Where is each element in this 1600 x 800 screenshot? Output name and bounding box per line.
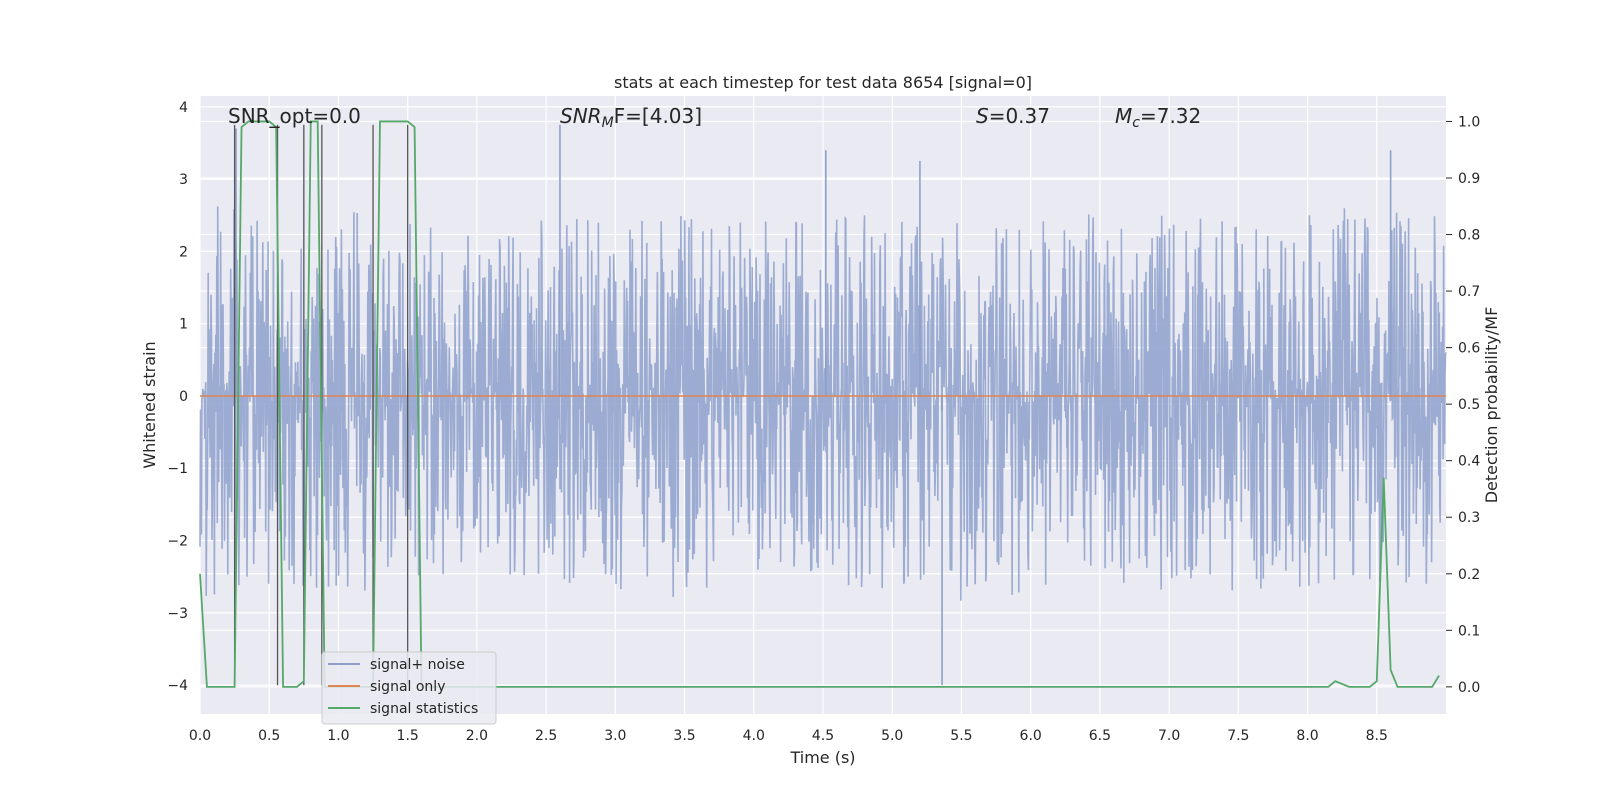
x-tick-label-4: 2.0	[466, 728, 488, 744]
y-left-tick-label-1: −3	[167, 606, 188, 622]
y-right-tick-label-0: 0.0	[1458, 680, 1480, 696]
snr-mf-rest: F=[4.03]	[614, 104, 702, 128]
vertical-markers	[233, 124, 409, 686]
y-right-tick-label-10: 1.0	[1458, 114, 1480, 130]
y-left-tick-label-6: 2	[179, 244, 188, 260]
x-tick-label-0: 0.0	[189, 728, 211, 744]
y-right-tick-label-2: 0.2	[1458, 567, 1480, 583]
x-tick-label-14: 7.0	[1158, 728, 1180, 744]
x-tick-label-2: 1.0	[327, 728, 349, 744]
x-tick-label-16: 8.0	[1296, 728, 1318, 744]
snr-mf-base: SNR	[560, 104, 602, 128]
x-tick-label-11: 5.5	[950, 728, 972, 744]
y-left-axis-label: Whitened strain	[140, 341, 159, 468]
y-right-axis-ticks: 0.0 0.1 0.2 0.3 0.4 0.5 0.6 0.7 0.8 0.9 1.0	[1446, 114, 1480, 696]
snr-mf-sub: M	[602, 115, 614, 131]
x-axis-label: Time (s)	[789, 748, 855, 767]
snr-mf-annotation: SNRMF=[4.03]	[560, 104, 702, 131]
s-label: S	[976, 104, 989, 128]
chart-title: stats at each timestep for test data 865…	[614, 73, 1032, 92]
s-value: =0.37	[989, 104, 1050, 128]
y-left-tick-label-3: −1	[167, 461, 188, 477]
x-tick-label-7: 3.5	[673, 728, 695, 744]
x-tick-label-10: 5.0	[881, 728, 903, 744]
x-tick-label-6: 3.0	[604, 728, 626, 744]
snr-opt-annotation: SNR_opt=0.0	[228, 104, 361, 128]
s-annotation: S=0.37	[976, 104, 1050, 128]
y-left-axis-ticks: −4 −3 −2 −1 0 1 2 3 4	[167, 100, 188, 694]
signal-statistics-series	[199, 120, 1440, 688]
signal-statistics-line	[199, 120, 1440, 688]
y-left-tick-label-0: −4	[167, 678, 188, 694]
y-right-tick-label-3: 0.3	[1458, 510, 1480, 526]
x-tick-label-5: 2.5	[535, 728, 557, 744]
x-axis-ticks: 0.0 0.5 1.0 1.5 2.0 2.5 3.0 3.5 4.0 4.5 5.0 5.5 6.0 6…	[189, 728, 1388, 744]
y-right-tick-label-5: 0.5	[1458, 397, 1480, 413]
legend-label-signal-noise: signal+ noise	[370, 657, 465, 673]
y-left-tick-label-4: 0	[179, 389, 188, 405]
legend-box	[321, 651, 497, 725]
x-tick-label-12: 6.0	[1020, 728, 1042, 744]
x-tick-label-15: 7.5	[1227, 728, 1249, 744]
legend-label-signal-only: signal only	[370, 679, 445, 695]
y-left-tick-label-5: 1	[179, 317, 188, 333]
x-tick-label-1: 0.5	[258, 728, 280, 744]
mc-base: M	[1115, 104, 1132, 128]
legend: signal+ noise signal only signal statist…	[321, 651, 497, 725]
y-right-tick-label-9: 0.9	[1458, 171, 1480, 187]
y-right-tick-label-8: 0.8	[1458, 228, 1480, 244]
y-right-tick-label-1: 0.1	[1458, 623, 1480, 639]
mc-annotation: Mc=7.32	[1115, 104, 1201, 131]
y-right-tick-label-7: 0.7	[1458, 284, 1480, 300]
y-right-tick-label-4: 0.4	[1458, 454, 1480, 470]
x-tick-label-9: 4.5	[812, 728, 834, 744]
y-left-tick-label-7: 3	[179, 172, 188, 188]
x-tick-label-8: 4.0	[743, 728, 765, 744]
x-tick-label-3: 1.5	[397, 728, 419, 744]
y-left-tick-label-8: 4	[179, 100, 188, 116]
y-left-tick-label-2: −2	[167, 534, 188, 550]
mc-sub: c	[1132, 115, 1140, 131]
mc-value: =7.32	[1140, 104, 1201, 128]
y-right-axis-label: Detection probability/MF	[1482, 307, 1501, 504]
legend-label-signal-statistics: signal statistics	[370, 701, 478, 717]
x-tick-label-17: 8.5	[1366, 728, 1388, 744]
y-right-tick-label-6: 0.6	[1458, 341, 1480, 357]
x-tick-label-13: 6.5	[1089, 728, 1111, 744]
